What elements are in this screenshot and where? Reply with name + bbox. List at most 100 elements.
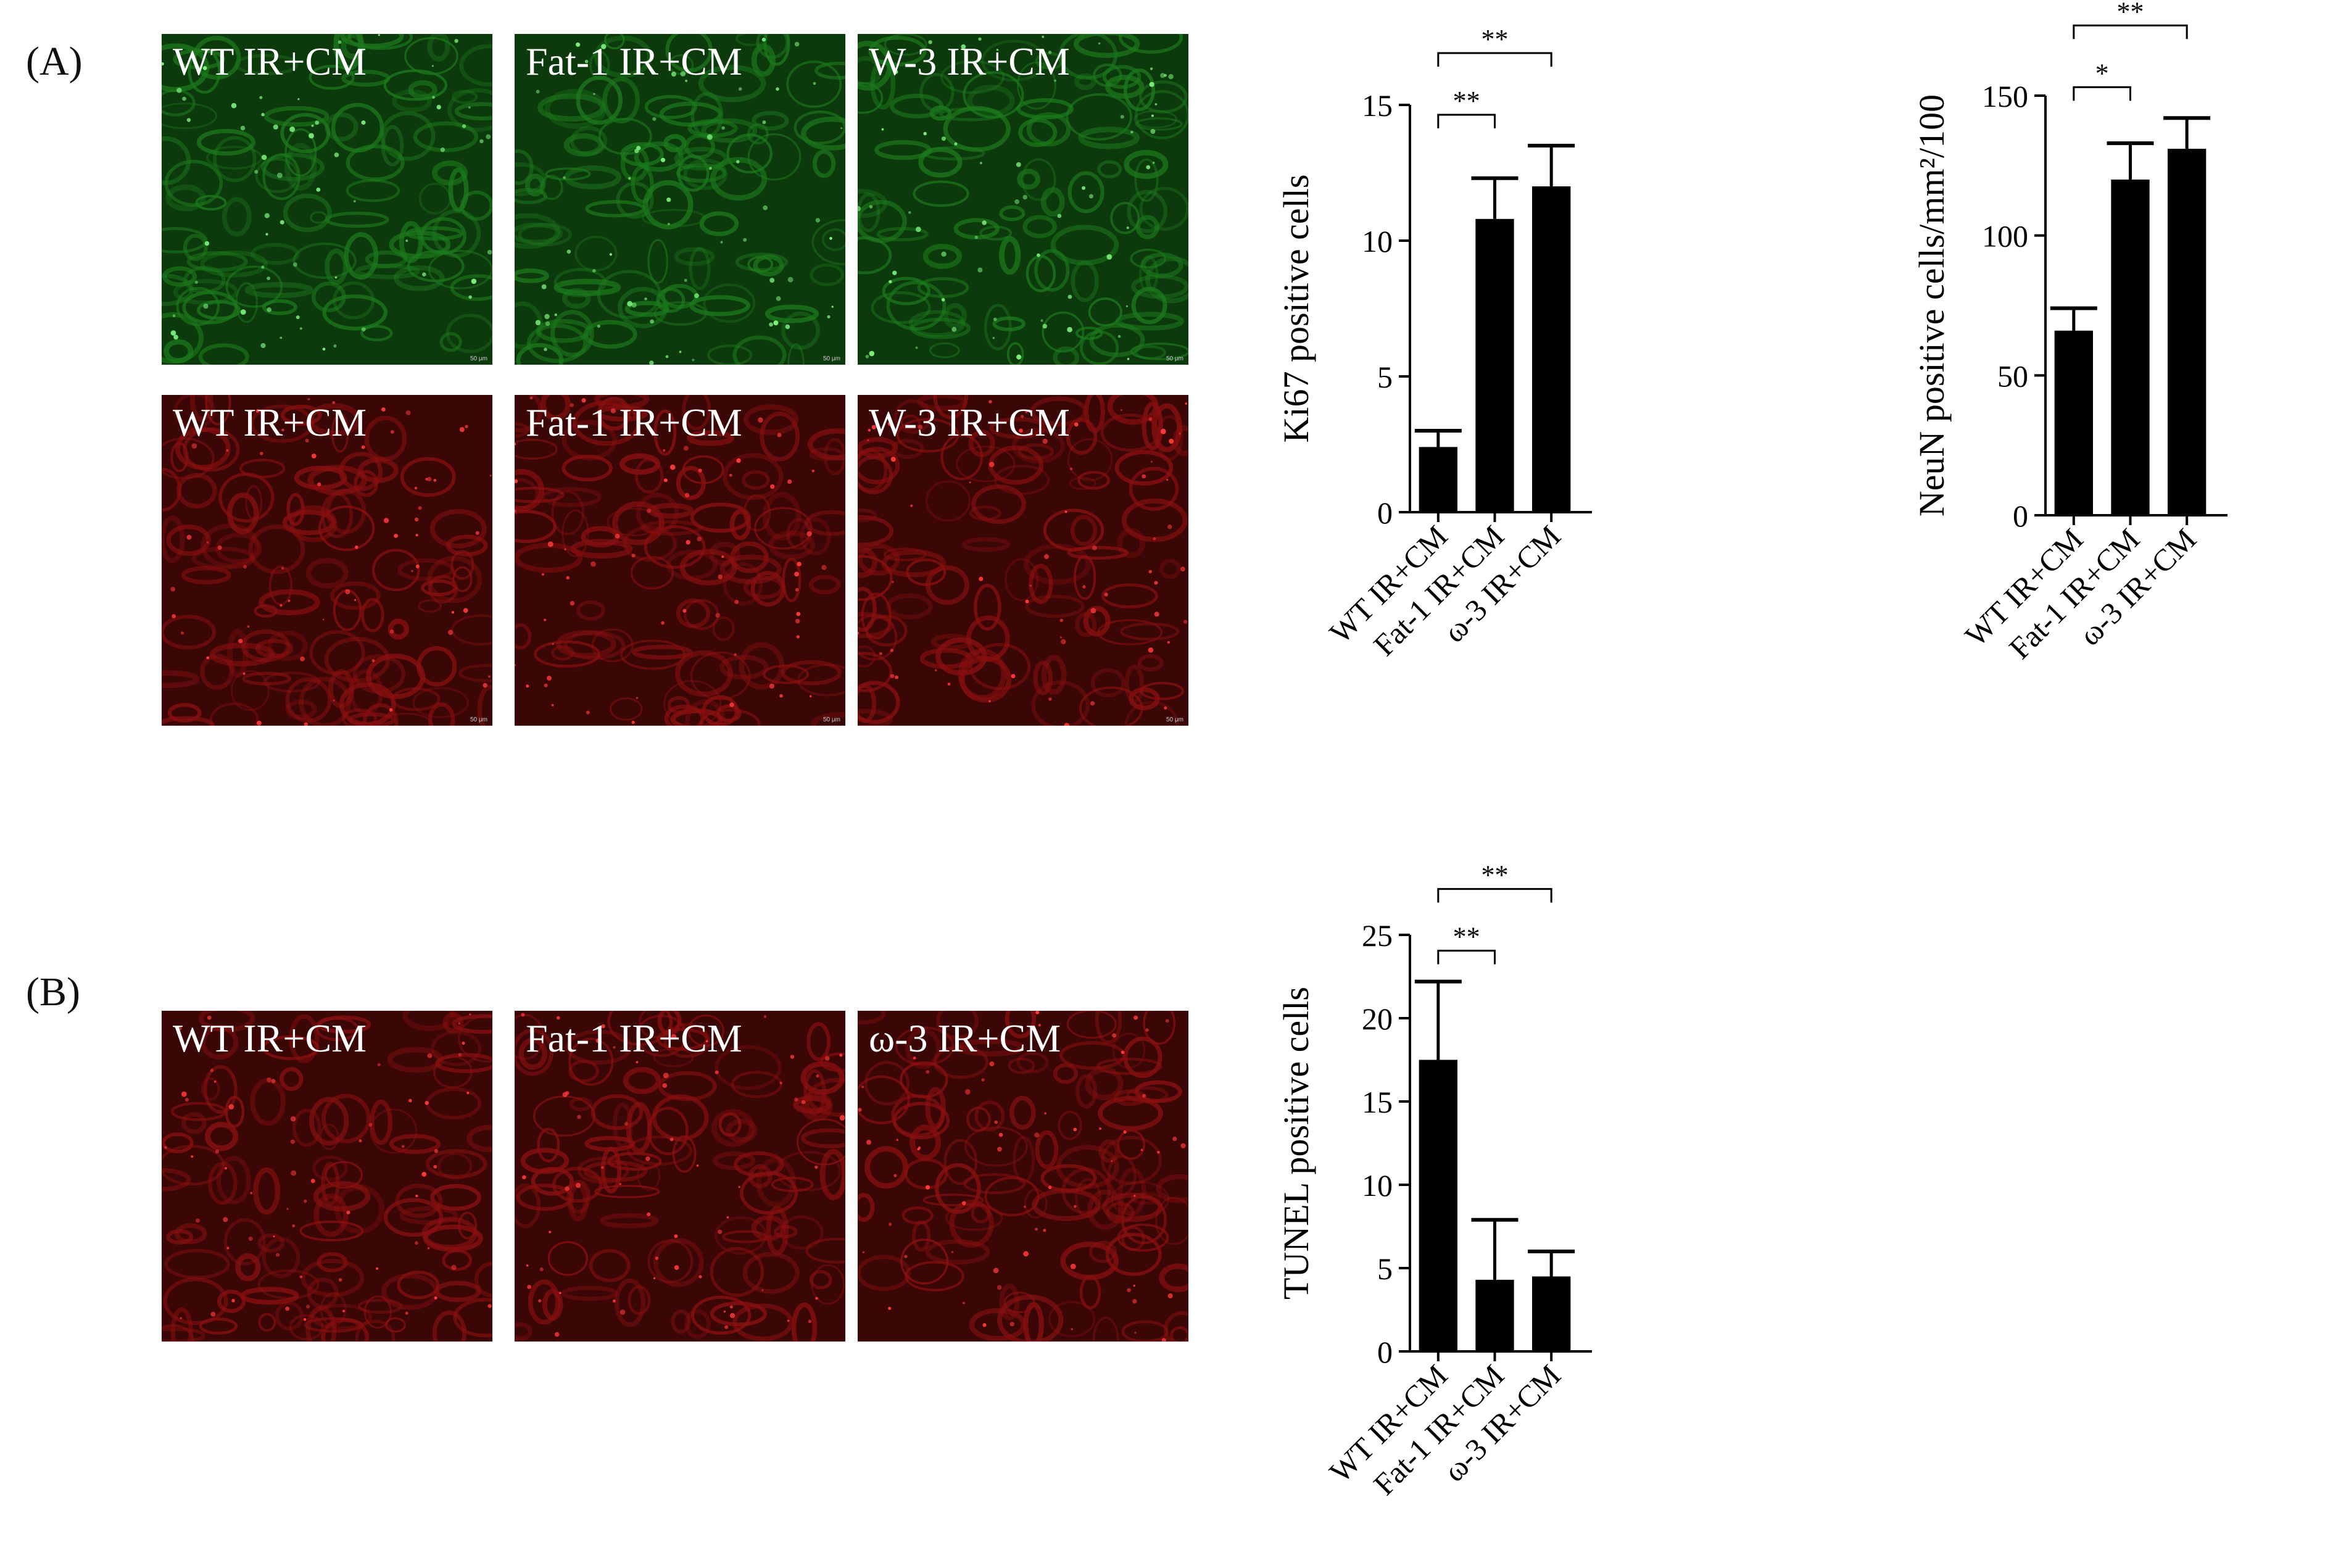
tissue-cell	[340, 34, 404, 48]
tissue-cell	[760, 411, 800, 462]
stain-spot	[1120, 409, 1123, 412]
tissue-cell	[858, 586, 877, 633]
tissue-cell	[300, 1258, 365, 1298]
tissue-cell	[1066, 1011, 1117, 1039]
stain-spot	[317, 482, 321, 487]
stain-spot	[888, 421, 893, 426]
stain-spot	[418, 506, 422, 510]
tissue-cell	[222, 197, 252, 237]
stain-spot	[1043, 1229, 1046, 1232]
micrograph-label: W-3 IR+CM	[869, 400, 1070, 444]
tissue-cell	[653, 409, 677, 456]
tissue-cell	[1131, 286, 1167, 325]
tissue-cell	[602, 77, 640, 124]
stain-spot	[988, 400, 992, 404]
stain-spot	[536, 89, 540, 94]
tissue-cell	[919, 73, 955, 112]
tissue-cell	[1069, 476, 1096, 491]
tissue-cell	[248, 524, 305, 575]
stain-spot	[904, 1255, 908, 1258]
stain-spot	[698, 468, 702, 473]
tissue-cell	[1022, 215, 1057, 239]
tissue-cell	[430, 1184, 481, 1211]
tissue-cell	[299, 1220, 364, 1242]
stain-spot	[405, 410, 411, 415]
scale-bar-label: 50 μm	[470, 716, 487, 723]
stain-spot	[1048, 1185, 1052, 1189]
tissue-cell	[307, 465, 367, 496]
stain-spot	[1111, 1160, 1113, 1162]
micrograph-a-green-w3: W-3 IR+CM 50 μm	[858, 34, 1188, 365]
tissue-cell	[561, 454, 613, 482]
tissue-cell	[585, 200, 646, 218]
tissue-cell	[192, 36, 241, 80]
stain-spot	[1149, 81, 1154, 87]
tissue-cell	[618, 286, 668, 328]
stain-spot	[815, 218, 821, 223]
stain-spot	[1160, 428, 1166, 434]
stain-spot	[466, 1092, 470, 1095]
tissue-cell	[164, 160, 223, 207]
tissue-cell	[162, 89, 196, 117]
tissue-cell	[943, 1139, 977, 1185]
stain-spot	[557, 1016, 560, 1020]
tissue-cell	[317, 1252, 348, 1272]
tissue-cell	[1098, 1139, 1120, 1163]
stain-spot	[544, 347, 547, 351]
stain-spot	[806, 531, 812, 537]
stain-spot	[231, 102, 237, 109]
tissue-cell	[215, 533, 262, 564]
tissue-cell	[200, 250, 268, 278]
tissue-cell	[344, 232, 379, 280]
tissue-cell	[1135, 215, 1159, 239]
stain-spot	[1154, 103, 1158, 106]
tissue-cell	[858, 199, 907, 243]
tissue-cell	[319, 1124, 339, 1150]
bar	[1532, 1276, 1571, 1351]
tissue-cell	[397, 1271, 440, 1300]
tissue-cell	[1048, 1301, 1096, 1338]
stain-spot	[734, 653, 737, 657]
stain-spot	[715, 1070, 719, 1074]
tissue-cell	[534, 641, 600, 668]
tissue-cell	[999, 1284, 1020, 1321]
stain-spot	[776, 296, 781, 301]
stain-spot	[801, 1100, 806, 1105]
tissue-cell	[910, 317, 971, 339]
tissue-cell	[1114, 450, 1174, 486]
tissue-cell	[929, 342, 960, 359]
tissue-cell	[162, 716, 215, 726]
tissue-texture	[162, 1011, 492, 1342]
stain-spot	[425, 1101, 429, 1105]
tissue-cell	[636, 1014, 688, 1057]
tissue-cell	[961, 537, 1011, 552]
stain-spot	[726, 1216, 729, 1219]
stain-spot	[427, 1247, 430, 1250]
stain-spot	[191, 1155, 194, 1158]
tissue-cell	[653, 1238, 704, 1287]
stain-spot	[515, 442, 516, 446]
tissue-cell	[361, 598, 384, 633]
stain-spot	[661, 621, 665, 625]
stain-spot	[1088, 194, 1093, 199]
tissue-cell	[574, 235, 618, 272]
stain-spot	[215, 1149, 219, 1154]
stain-spot	[665, 355, 669, 359]
stain-spot	[1048, 51, 1052, 54]
tissue-cell	[609, 697, 643, 721]
tissue-cell	[1074, 73, 1096, 90]
tissue-cell	[740, 1171, 798, 1215]
stain-spot	[679, 351, 682, 354]
stain-spot	[408, 1098, 412, 1103]
stain-spot	[1167, 641, 1170, 644]
stain-spot	[795, 618, 800, 624]
tissue-cell	[630, 555, 674, 590]
stain-spot	[866, 1140, 872, 1145]
stain-spot	[522, 1175, 526, 1180]
tissue-cell	[230, 670, 270, 711]
stain-spot	[1183, 620, 1188, 624]
tissue-cell	[384, 1317, 406, 1333]
tissue-cell	[999, 205, 1026, 222]
bar	[1475, 1279, 1514, 1351]
